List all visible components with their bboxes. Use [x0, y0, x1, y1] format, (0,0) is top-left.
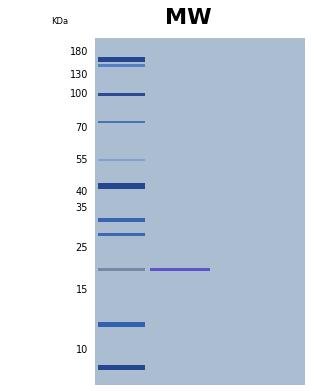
Bar	[98, 121, 145, 123]
Bar	[98, 64, 145, 67]
Bar	[98, 93, 145, 96]
Text: 55: 55	[75, 155, 88, 165]
Text: 25: 25	[75, 243, 88, 253]
Bar	[98, 160, 145, 161]
Text: 130: 130	[70, 70, 88, 80]
Bar	[95, 38, 305, 385]
Text: 35: 35	[76, 203, 88, 213]
Text: 10: 10	[76, 345, 88, 355]
Bar	[98, 183, 145, 189]
Bar	[98, 322, 145, 327]
Bar	[98, 218, 145, 222]
Bar	[98, 269, 145, 271]
Bar	[98, 57, 145, 62]
Bar	[98, 365, 145, 370]
Text: KDa: KDa	[51, 18, 68, 27]
Text: 40: 40	[76, 187, 88, 197]
Text: 100: 100	[70, 89, 88, 99]
Text: 180: 180	[70, 47, 88, 57]
Bar	[98, 233, 145, 235]
Text: MW: MW	[165, 8, 212, 28]
Bar	[150, 269, 210, 271]
Text: 70: 70	[76, 123, 88, 133]
Text: 15: 15	[76, 285, 88, 295]
